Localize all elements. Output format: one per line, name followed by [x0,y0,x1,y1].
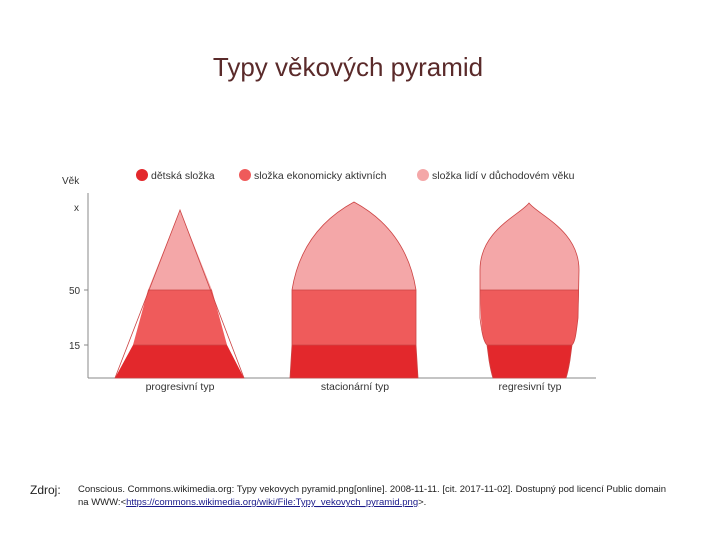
source-text-end: >. [418,497,427,508]
elderly-segment [148,210,212,290]
legend-label: dětská složka [151,170,215,182]
source-text: Conscious. Commons.wikimedia.org: Typy v… [78,484,667,508]
child-segment [115,345,244,378]
elderly-segment [292,202,416,290]
child-segment [487,345,572,378]
legend-label: složka lidí v důchodovém věku [432,170,575,182]
axis-label: Věk [62,176,80,187]
source-link[interactable]: https://commons.wikimedia.org/wiki/File:… [126,497,419,508]
working-segment [292,290,416,345]
y-tick-label: 15 [69,341,81,352]
source-citation: Conscious. Commons.wikimedia.org: Typy v… [78,483,678,509]
working-segment [133,290,227,345]
elderly-segment [480,203,579,290]
pyramid-stationary [289,201,419,379]
source-label: Zdroj: [30,483,61,497]
pyramid-label: stacionární typ [321,381,389,393]
pyramid-outline [289,201,419,379]
child-segment [290,345,418,378]
pyramid-label: progresivní typ [146,381,215,393]
pyramid-outline [114,208,245,379]
legend-swatch [417,169,429,181]
y-tick-label: 50 [69,286,81,297]
pyramid-label: regresivní typ [498,381,561,393]
legend: dětská složka složka ekonomicky aktivníc… [136,169,575,182]
pyramid-outline [479,202,580,379]
age-pyramid-diagram: Věk x 50 15 dětská složka složka ekonomi… [62,169,596,393]
y-tick-label: x [74,203,79,214]
pyramid-progressive [114,208,245,379]
legend-swatch [136,169,148,181]
working-segment [480,290,579,345]
pyramid-regressive [479,202,580,379]
legend-swatch [239,169,251,181]
page-title: Typy věkových pyramid [212,52,484,82]
legend-label: složka ekonomicky aktivních [254,170,387,182]
